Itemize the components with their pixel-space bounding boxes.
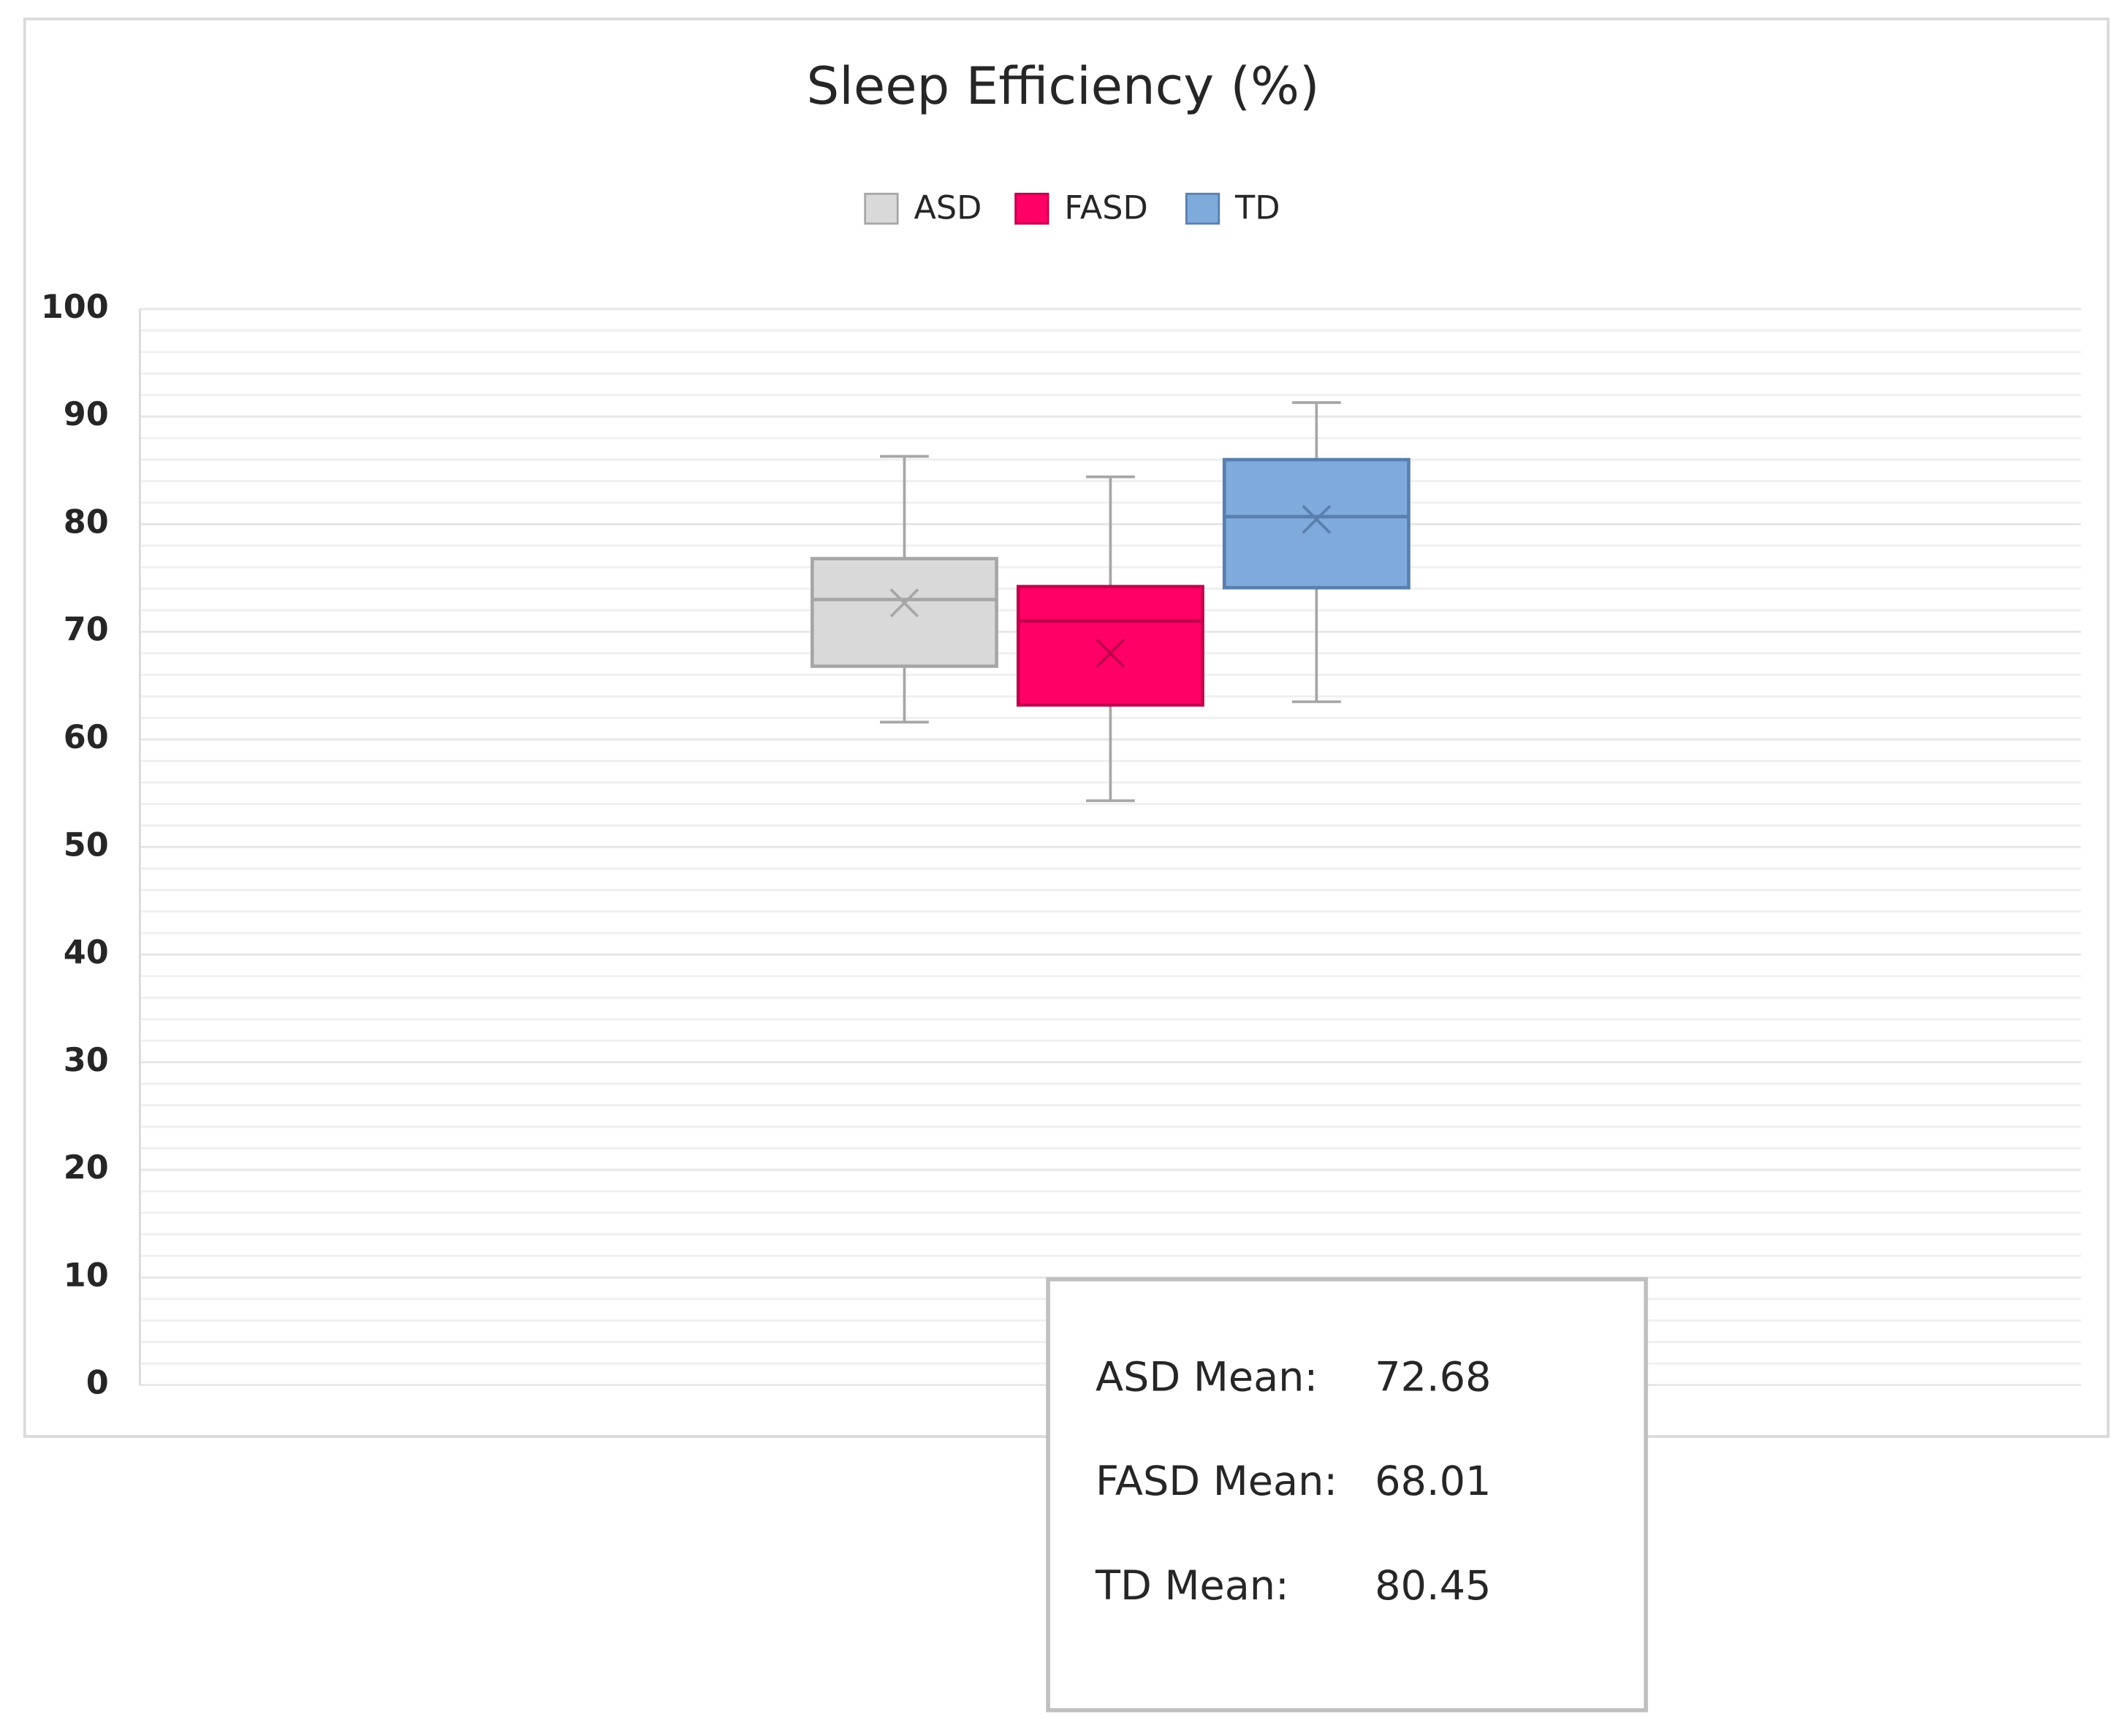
mean-marker [1302, 504, 1332, 534]
legend: ASD FASD TD [864, 189, 1280, 226]
annotation-value: 80.45 [1375, 1562, 1491, 1610]
y-tick-label: 70 [64, 612, 109, 649]
box [810, 557, 998, 669]
legend-label: FASD [1064, 189, 1147, 226]
y-tick-label: 30 [64, 1042, 109, 1079]
legend-swatch [1014, 192, 1049, 225]
annotation-label: FASD Mean: [1096, 1458, 1337, 1505]
legend-swatch [864, 192, 899, 225]
box [1016, 585, 1204, 707]
annotation-value: 72.68 [1375, 1353, 1491, 1401]
legend-swatch [1185, 192, 1220, 225]
box [1222, 457, 1411, 590]
annotation-value: 68.01 [1375, 1458, 1491, 1505]
annotation-label: ASD Mean: [1096, 1353, 1318, 1401]
mean-marker [1096, 639, 1125, 668]
annotation: ASD Mean: 72.68 FASD Mean: 68.01 TD Mean: 80.… [1095, 1353, 1491, 1610]
y-tick-label: 40 [64, 934, 109, 972]
chart-border [23, 18, 2110, 1438]
y-tick-label: 0 [86, 1365, 109, 1402]
legend-label: ASD [914, 189, 982, 226]
y-tick-label: 90 [64, 396, 109, 433]
chart-title: Sleep Efficiency (%) [807, 56, 1320, 116]
grid: 0 10 20 30 40 50 60 70 80 90 100 [41, 289, 2081, 1402]
y-tick-label: 20 [64, 1149, 109, 1187]
y-tick-label: 10 [64, 1257, 109, 1294]
annotation-label: TD Mean: [1095, 1562, 1289, 1610]
y-tick-label: 60 [64, 719, 109, 756]
mean-marker [889, 588, 919, 618]
legend-label: TD [1234, 189, 1280, 226]
y-tick-label: 50 [64, 826, 109, 864]
y-tick-label: 80 [64, 503, 109, 541]
plot [810, 401, 1411, 802]
y-tick-label: 100 [41, 289, 109, 326]
annotation-box [1046, 1277, 1648, 1713]
